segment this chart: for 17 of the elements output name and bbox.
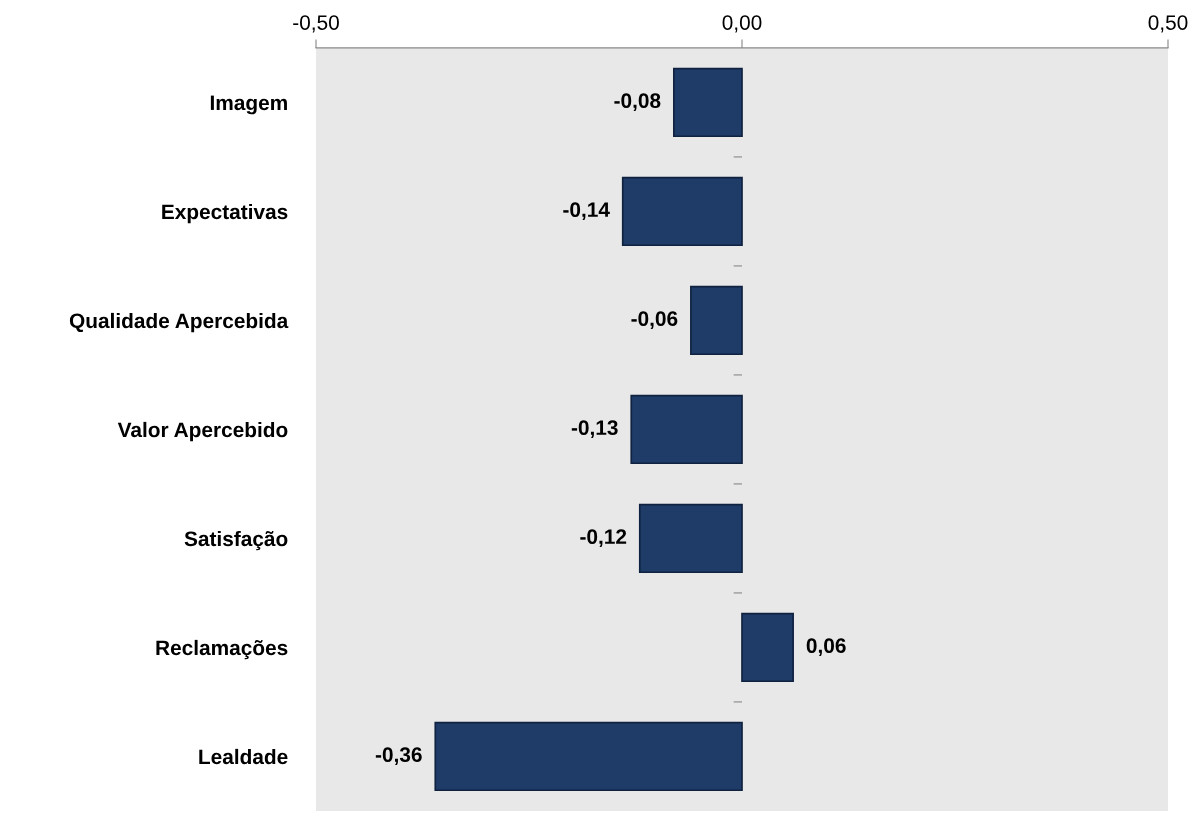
y-tick-label: Lealdade bbox=[199, 748, 288, 765]
data-label: -0,14 bbox=[563, 202, 610, 221]
data-label: -0,06 bbox=[631, 311, 678, 330]
data-label: -0,12 bbox=[580, 529, 627, 548]
data-label: -0,13 bbox=[571, 420, 618, 439]
data-label: 0,06 bbox=[806, 638, 846, 657]
data-label: -0,08 bbox=[614, 93, 661, 112]
y-tick-label: Valor Apercebido bbox=[117, 421, 288, 442]
y-tick-label: Satisfação bbox=[184, 530, 288, 551]
y-tick-label: Expectativas bbox=[162, 203, 288, 224]
x-tick-label: 0,50 bbox=[1148, 15, 1188, 33]
data-label: -0,36 bbox=[375, 747, 422, 766]
y-tick-label: Reclamações bbox=[156, 639, 288, 660]
x-tick-label: 0,00 bbox=[722, 15, 762, 33]
x-tick-label: -0,50 bbox=[293, 15, 339, 33]
y-tick-label: Qualidade Apercebida bbox=[69, 312, 289, 333]
y-tick-label: Imagem bbox=[210, 95, 287, 115]
